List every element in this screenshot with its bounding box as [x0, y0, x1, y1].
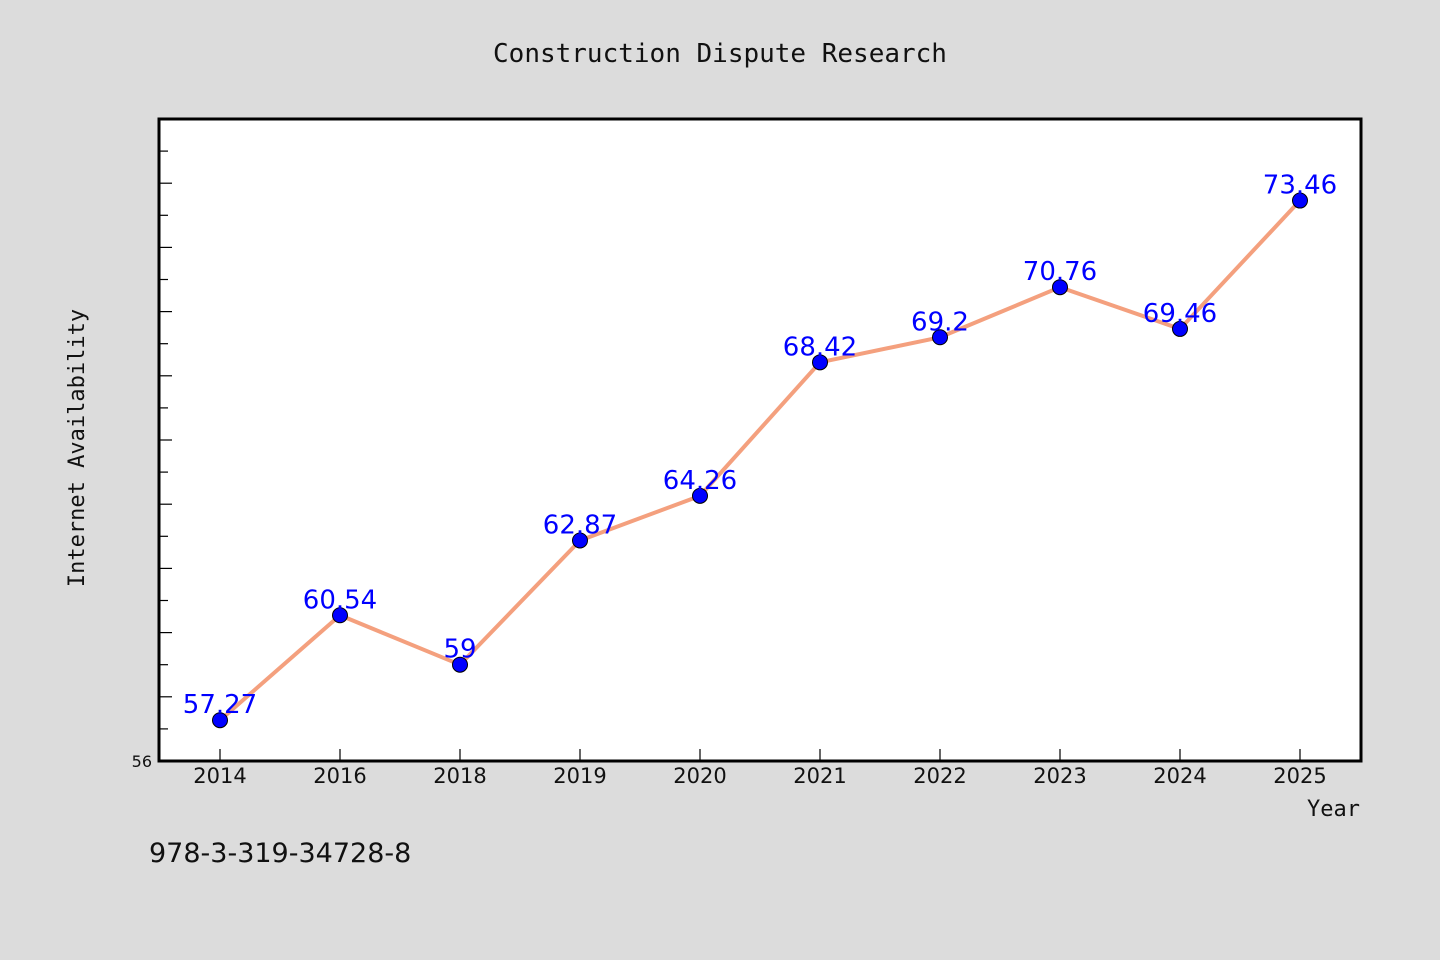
x-tick-label: 2024: [1153, 764, 1206, 788]
data-label: 64.26: [663, 466, 737, 496]
x-tick-label: 2016: [313, 764, 366, 788]
data-label: 57.27: [183, 690, 257, 720]
x-tick-label: 2025: [1273, 764, 1326, 788]
x-axis-label: Year: [1307, 797, 1360, 822]
data-label: 69.2: [911, 307, 969, 337]
data-label: 62.87: [543, 510, 617, 540]
data-label: 59: [443, 635, 476, 665]
x-tick-label: 2021: [793, 764, 846, 788]
x-tick-label: 2020: [673, 764, 726, 788]
series-layer: 57.27 60.54 59 62.87 64.26 68.42 69.2 70.76 69.4…: [183, 171, 1337, 729]
data-label: 70.76: [1023, 257, 1097, 287]
y-tick-label-min: 56: [132, 752, 152, 771]
data-label: 69.46: [1143, 299, 1217, 329]
x-tick-label: 2018: [433, 764, 486, 788]
data-point: [332, 607, 348, 624]
y-axis-label: Internet Availability: [65, 309, 90, 587]
data-point: [812, 354, 828, 371]
series-line: [218, 198, 1302, 723]
data-point: [1292, 192, 1308, 209]
data-point: [1172, 320, 1188, 337]
chart-title: Construction Dispute Research: [493, 39, 947, 69]
x-tick-label: 2023: [1033, 764, 1086, 788]
data-label: 60.54: [303, 585, 377, 615]
data-label: 73.46: [1263, 171, 1337, 201]
x-tick-label: 2014: [193, 764, 246, 788]
x-axis-ticks: 2014 2016 2018 2019 2020 2021 2022 2023 2024 2025: [193, 749, 1327, 788]
data-point: [932, 329, 948, 346]
data-point: [452, 656, 468, 673]
data-point: [692, 487, 708, 504]
data-point: [1052, 279, 1068, 296]
plot-area: [157, 117, 1363, 763]
x-tick-label: 2019: [553, 764, 606, 788]
isbn-text: 978-3-319-34728-8: [149, 838, 411, 869]
x-tick-label: 2022: [913, 764, 966, 788]
data-point: [572, 532, 588, 549]
data-point: [212, 712, 228, 729]
data-label: 68.42: [783, 332, 857, 362]
y-axis-ticks: [159, 150, 172, 730]
